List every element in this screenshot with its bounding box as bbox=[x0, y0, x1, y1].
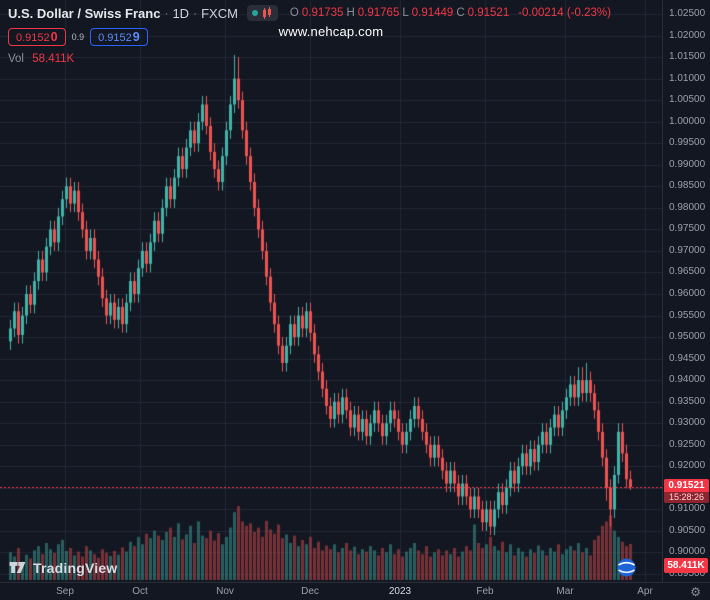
price-axis-label: 0.95000 bbox=[669, 331, 706, 343]
ohlc-readout: O 0.91735 H 0.91765 L 0.91449 C 0.91521 bbox=[290, 7, 509, 19]
price-axis-label: 1.00000 bbox=[669, 115, 706, 127]
current-price-value: 0.91521 bbox=[664, 478, 709, 492]
watermark: www.nehcap.com bbox=[278, 24, 384, 39]
price-chart-canvas[interactable] bbox=[0, 0, 662, 582]
low-label: L bbox=[402, 7, 409, 19]
market-status-icon bbox=[251, 10, 258, 16]
time-axis-label: Mar bbox=[556, 586, 574, 597]
interval-label[interactable]: 1D bbox=[172, 5, 190, 21]
high-value: 0.91765 bbox=[357, 7, 400, 19]
time-axis-label: Apr bbox=[637, 586, 653, 597]
chart-legend: U.S. Dollar / Swiss Franc · 1D · FXCM O … bbox=[8, 5, 611, 65]
price-axis-label: 1.01500 bbox=[669, 51, 706, 63]
globe-icon[interactable] bbox=[617, 558, 636, 582]
price-axis-label: 1.00500 bbox=[669, 94, 706, 106]
buy-button[interactable]: 0.9152 9 bbox=[90, 28, 148, 46]
tradingview-logo-text: TradingView bbox=[33, 559, 118, 576]
price-axis-label: 0.89500 bbox=[669, 568, 706, 579]
legend-title-row: U.S. Dollar / Swiss Franc · 1D · FXCM O … bbox=[8, 5, 611, 21]
symbol-title[interactable]: U.S. Dollar / Swiss Franc bbox=[8, 5, 161, 21]
volume-label: Vol bbox=[8, 53, 24, 65]
sell-button[interactable]: 0.9152 0 bbox=[8, 28, 66, 46]
price-axis-label: 0.98500 bbox=[669, 180, 706, 192]
price-axis-label: 0.91000 bbox=[669, 503, 706, 515]
sell-price: 0.9152 bbox=[16, 32, 50, 44]
title-separator: · bbox=[193, 6, 198, 20]
volume-row: Vol 58.411K bbox=[8, 53, 611, 65]
title-separator: · bbox=[164, 6, 169, 20]
low-value: 0.91449 bbox=[411, 7, 454, 19]
price-axis-label: 0.92000 bbox=[669, 460, 706, 472]
price-axis-label: 0.92500 bbox=[669, 438, 706, 450]
current-volume-badge: 58.411K bbox=[664, 558, 708, 573]
close-label: C bbox=[456, 7, 465, 19]
time-axis-label: Sep bbox=[56, 586, 74, 597]
price-axis-label: 0.94500 bbox=[669, 352, 706, 364]
bar-countdown: 15:28:26 bbox=[664, 491, 709, 503]
price-axis-label: 0.93000 bbox=[669, 417, 706, 429]
price-axis-label: 0.93500 bbox=[669, 395, 706, 407]
price-axis-label: 0.99000 bbox=[669, 158, 706, 170]
exchange-label: FXCM bbox=[201, 5, 238, 21]
price-axis-label: 0.98000 bbox=[669, 201, 706, 213]
price-axis-label: 0.90500 bbox=[669, 524, 706, 536]
price-axis-label: 0.95500 bbox=[669, 309, 706, 321]
candles-icon bbox=[262, 7, 271, 19]
price-axis-label: 1.02500 bbox=[669, 8, 706, 19]
buy-price-pip: 9 bbox=[132, 30, 140, 44]
price-axis-label: 1.01000 bbox=[669, 72, 706, 84]
time-axis-label: Dec bbox=[301, 586, 319, 597]
price-axis-label: 0.97500 bbox=[669, 223, 706, 235]
buy-price: 0.9152 bbox=[98, 32, 132, 44]
time-axis-label: 2023 bbox=[388, 586, 412, 597]
close-value: 0.91521 bbox=[467, 7, 510, 19]
change-value: -0.00214 (-0.23%) bbox=[518, 7, 611, 19]
tradingview-logo-icon bbox=[9, 561, 26, 574]
tradingview-logo[interactable]: TradingView bbox=[8, 558, 117, 577]
price-axis-label: 0.96500 bbox=[669, 266, 706, 278]
spread-value: 0.9 bbox=[71, 32, 85, 42]
legend-toggle-pill[interactable] bbox=[246, 5, 278, 21]
volume-value: 58.411K bbox=[32, 53, 75, 65]
time-axis-label: Feb bbox=[476, 586, 494, 597]
time-axis[interactable]: ⚙ Sep Oct Nov Dec 2023 Feb Mar Apr bbox=[0, 582, 710, 600]
chart-plot-area[interactable]: www.nehcap.com U.S. Dollar / Swiss Franc… bbox=[0, 0, 662, 582]
price-axis-label: 0.94000 bbox=[669, 374, 706, 386]
price-axis-label: 0.97000 bbox=[669, 244, 706, 256]
open-value: 0.91735 bbox=[301, 7, 344, 19]
price-axis-label: 1.02000 bbox=[669, 29, 706, 41]
high-label: H bbox=[346, 7, 355, 19]
price-axis-label: 0.96000 bbox=[669, 288, 706, 299]
time-axis-label: Oct bbox=[132, 586, 148, 597]
sell-price-pip: 0 bbox=[50, 30, 58, 44]
current-price-badge: 0.91521 15:28:26 bbox=[664, 478, 709, 503]
price-axis-label: 0.99500 bbox=[669, 137, 706, 149]
order-panel: 0.9152 0 0.9 0.9152 9 bbox=[8, 28, 611, 46]
time-axis-label: Nov bbox=[216, 586, 234, 597]
open-label: O bbox=[289, 7, 299, 19]
price-axis[interactable]: 0.91521 15:28:26 58.411K 1.02500 1.02000 1… bbox=[662, 0, 710, 582]
price-axis-label: 0.90000 bbox=[669, 546, 706, 558]
gear-icon[interactable]: ⚙ bbox=[690, 585, 701, 599]
